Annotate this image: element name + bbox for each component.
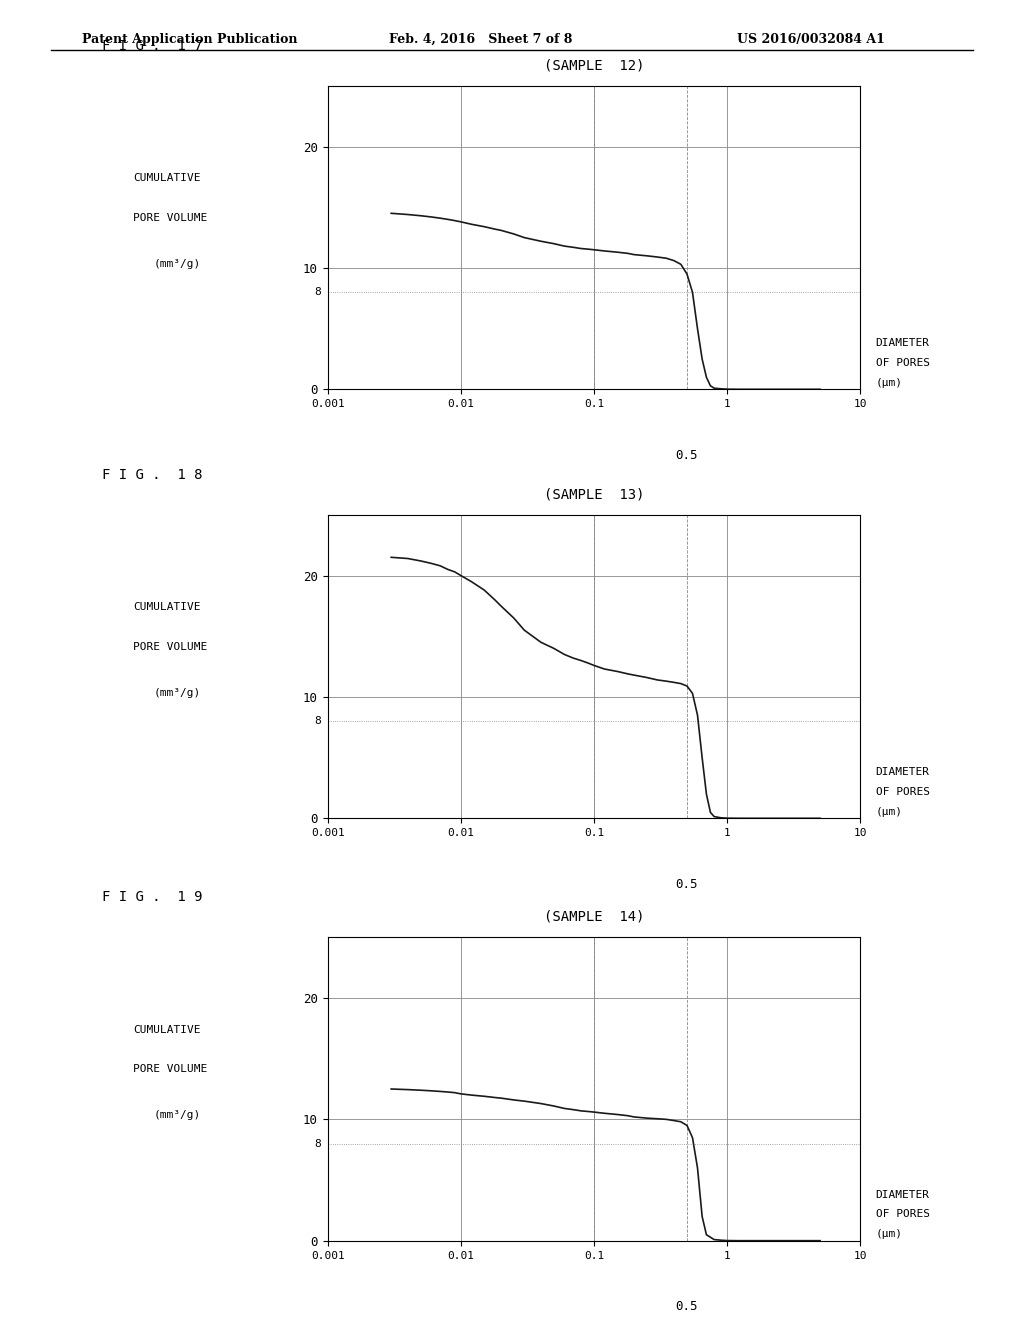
Text: CUMULATIVE: CUMULATIVE (133, 1024, 201, 1035)
Text: US 2016/0032084 A1: US 2016/0032084 A1 (737, 33, 885, 46)
Text: (μm): (μm) (876, 378, 902, 388)
Text: 0.5: 0.5 (676, 449, 698, 462)
Text: (mm³/g): (mm³/g) (154, 259, 201, 269)
Text: Feb. 4, 2016   Sheet 7 of 8: Feb. 4, 2016 Sheet 7 of 8 (389, 33, 572, 46)
Text: 0.5: 0.5 (676, 1300, 698, 1313)
Text: 8: 8 (314, 1139, 321, 1148)
Text: DIAMETER: DIAMETER (876, 338, 930, 348)
Text: DIAMETER: DIAMETER (876, 767, 930, 777)
Text: (mm³/g): (mm³/g) (154, 1110, 201, 1121)
Text: CUMULATIVE: CUMULATIVE (133, 602, 201, 612)
Text: CUMULATIVE: CUMULATIVE (133, 173, 201, 183)
Text: F I G .  1 7: F I G . 1 7 (102, 38, 203, 53)
Text: OF PORES: OF PORES (876, 358, 930, 368)
Text: (μm): (μm) (876, 807, 902, 817)
Text: PORE VOLUME: PORE VOLUME (133, 1064, 208, 1074)
Text: Patent Application Publication: Patent Application Publication (82, 33, 297, 46)
Text: F I G .  1 8: F I G . 1 8 (102, 467, 203, 482)
Text: (mm³/g): (mm³/g) (154, 688, 201, 698)
Text: PORE VOLUME: PORE VOLUME (133, 642, 208, 652)
Text: DIAMETER: DIAMETER (876, 1189, 930, 1200)
Text: 8: 8 (314, 288, 321, 297)
Text: F I G .  1 9: F I G . 1 9 (102, 890, 203, 904)
Text: (SAMPLE  13): (SAMPLE 13) (544, 487, 644, 502)
Text: (SAMPLE  12): (SAMPLE 12) (544, 58, 644, 73)
Text: (SAMPLE  14): (SAMPLE 14) (544, 909, 644, 924)
Text: OF PORES: OF PORES (876, 1209, 930, 1220)
Text: 0.5: 0.5 (676, 878, 698, 891)
Text: 8: 8 (314, 717, 321, 726)
Text: (μm): (μm) (876, 1229, 902, 1239)
Text: PORE VOLUME: PORE VOLUME (133, 213, 208, 223)
Text: OF PORES: OF PORES (876, 787, 930, 797)
